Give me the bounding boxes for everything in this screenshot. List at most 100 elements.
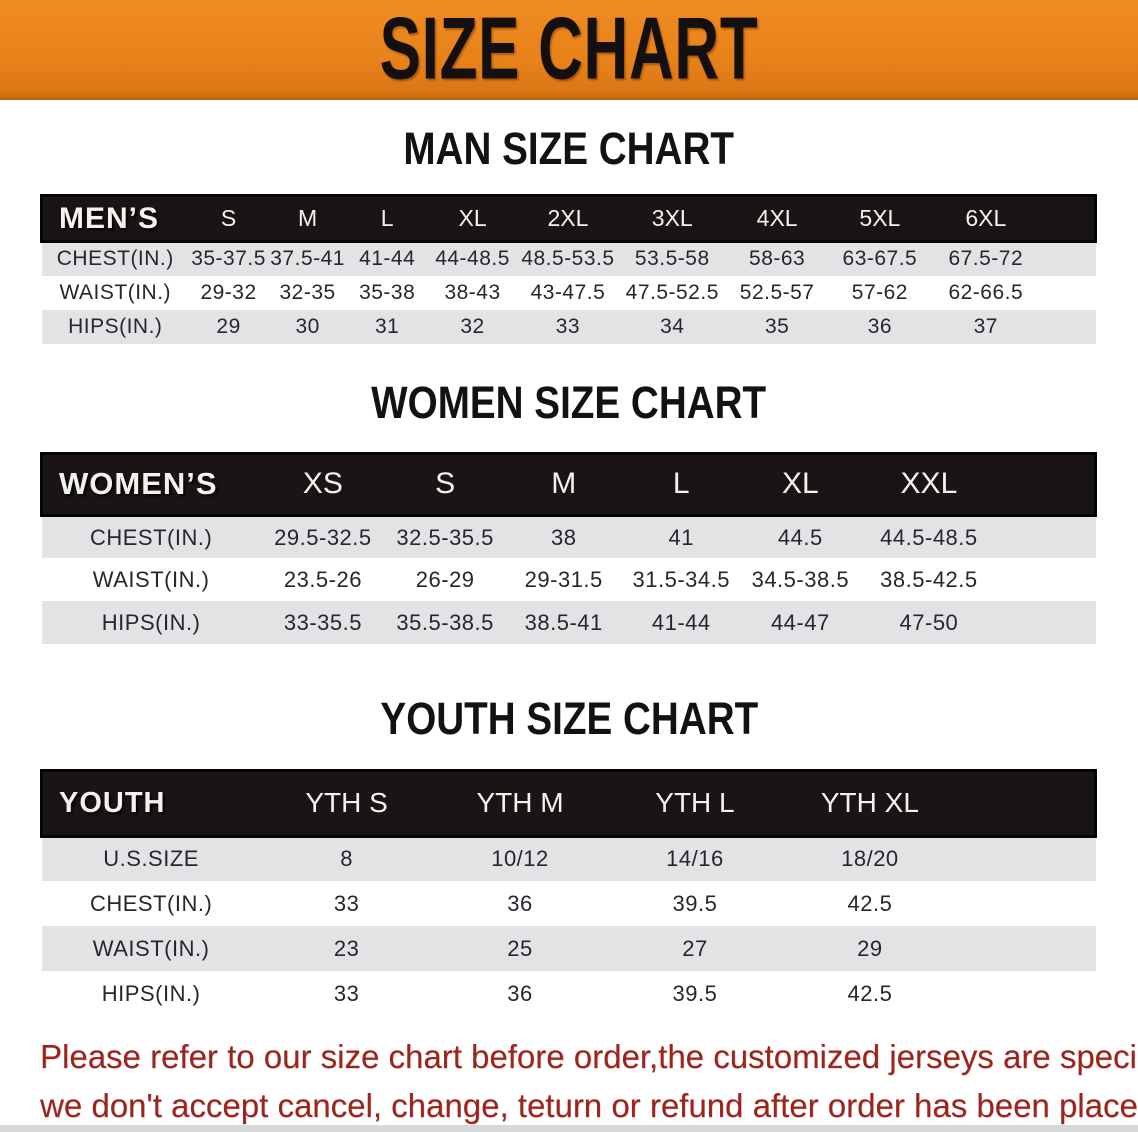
row-label: WAIST(IN.): [41, 275, 190, 310]
size-cell: 38.5-41: [505, 601, 623, 645]
youth-header-filler: [957, 768, 1098, 838]
filler-cell: [957, 971, 1096, 1017]
size-cell: 36: [432, 881, 608, 927]
youth-section-heading: YOUTH SIZE CHART: [0, 694, 1138, 744]
filler-cell: [997, 558, 1096, 602]
size-cell: 31: [347, 309, 428, 344]
size-cell: 25: [432, 926, 608, 972]
size-cell: 44.5-48.5: [860, 515, 998, 559]
size-cell: 29-32: [189, 275, 269, 310]
mens-size-header: 4XL: [726, 194, 828, 244]
man-section-heading-text: MAN SIZE CHART: [403, 123, 735, 174]
size-cell: 33: [260, 881, 433, 927]
disclaimer-line-1: Please refer to our size chart before or…: [40, 1038, 1138, 1076]
row-label: HIPS(IN.): [41, 601, 261, 645]
table-row: HIPS(IN.) 33 36 39.5 42.5: [41, 971, 1096, 1017]
mens-size-header: 5XL: [827, 194, 933, 244]
size-cell: 48.5-53.5: [517, 241, 618, 276]
disclaimer: Please refer to our size chart before or…: [0, 1016, 1138, 1130]
filler-cell: [957, 926, 1096, 972]
size-cell: 52.5-57: [726, 275, 828, 310]
mens-size-header: XL: [427, 194, 518, 244]
women-section-heading-text: WOMEN SIZE CHART: [371, 376, 767, 428]
filler-cell: [957, 881, 1096, 927]
size-cell: 29-31.5: [505, 558, 623, 602]
banner-title: SIZE CHART: [379, 0, 759, 98]
row-label: CHEST(IN.): [41, 241, 190, 276]
size-cell: 35-37.5: [189, 241, 269, 276]
size-cell: 23: [260, 926, 433, 972]
size-cell: 47-50: [860, 601, 998, 645]
size-cell: 34.5-38.5: [740, 558, 861, 602]
mens-size-header: 2XL: [517, 194, 618, 244]
womens-size-header: XL: [740, 451, 861, 517]
size-cell: 10/12: [432, 836, 608, 882]
size-cell: 67.5-72: [932, 241, 1040, 276]
size-cell: 30: [268, 309, 348, 344]
row-label: HIPS(IN.): [41, 971, 261, 1017]
row-label: WAIST(IN.): [41, 926, 261, 972]
womens-size-header: XS: [260, 451, 386, 517]
size-cell: 58-63: [726, 241, 828, 276]
man-section-heading: MAN SIZE CHART: [0, 123, 1138, 174]
row-label: WAIST(IN.): [41, 558, 261, 602]
mens-size-header: 3XL: [618, 194, 727, 244]
size-cell: 38: [505, 515, 623, 559]
size-cell: 31.5-34.5: [622, 558, 741, 602]
size-cell: 41: [622, 515, 741, 559]
size-cell: 42.5: [782, 971, 958, 1017]
filler-cell: [997, 515, 1096, 559]
size-cell: 32: [427, 309, 518, 344]
youth-header-row: YOUTH YTH S YTH M YTH L YTH XL: [39, 768, 1098, 838]
size-cell: 37: [932, 309, 1040, 344]
size-cell: 29: [782, 926, 958, 972]
womens-size-header: M: [505, 451, 623, 517]
size-cell: 29: [189, 309, 269, 344]
youth-size-table: YOUTH YTH S YTH M YTH L YTH XL U.S.SIZE …: [39, 768, 1098, 1017]
filler-cell: [1039, 275, 1096, 310]
size-cell: 18/20: [782, 836, 958, 882]
filler-cell: [1039, 241, 1096, 276]
size-cell: 8: [260, 836, 433, 882]
size-cell: 44-48.5: [427, 241, 518, 276]
size-cell: 14/16: [607, 836, 783, 882]
size-cell: 53.5-58: [618, 241, 727, 276]
women-section-heading: WOMEN SIZE CHART: [0, 376, 1138, 428]
womens-size-header: S: [385, 451, 506, 517]
size-cell: 23.5-26: [260, 558, 386, 602]
youth-size-header: YTH L: [607, 768, 783, 838]
size-cell: 43-47.5: [517, 275, 618, 310]
table-row: CHEST(IN.) 33 36 39.5 42.5: [41, 881, 1096, 927]
mens-header-row: MEN’S S M L XL 2XL 3XL 4XL 5XL 6XL: [40, 194, 1097, 244]
youth-corner-label: YOUTH: [39, 768, 261, 838]
size-cell: 36: [827, 309, 933, 344]
size-cell: 33: [517, 309, 618, 344]
row-label: HIPS(IN.): [41, 309, 190, 344]
mens-size-table: MEN’S S M L XL 2XL 3XL 4XL 5XL 6XL CHEST…: [40, 194, 1097, 344]
mens-header-filler: [1039, 194, 1097, 244]
womens-header-row: WOMEN’S XS S M L XL XXL: [39, 451, 1098, 517]
size-cell: 41-44: [622, 601, 741, 645]
size-cell: 38.5-42.5: [860, 558, 998, 602]
size-cell: 35.5-38.5: [385, 601, 506, 645]
mens-corner-label: MEN’S: [40, 194, 190, 244]
womens-corner-label: WOMEN’S: [39, 451, 261, 517]
youth-size-header: YTH M: [432, 768, 608, 838]
size-cell: 57-62: [827, 275, 933, 310]
disclaimer-line-2: we don't accept cancel, change, teturn o…: [40, 1087, 1138, 1125]
womens-size-header: L: [622, 451, 741, 517]
size-cell: 33-35.5: [260, 601, 386, 645]
table-row: HIPS(IN.) 29 30 31 32 33 34 35 36 37: [41, 309, 1096, 344]
table-row: WAIST(IN.) 23.5-26 26-29 29-31.5 31.5-34…: [41, 558, 1096, 602]
table-row: HIPS(IN.) 33-35.5 35.5-38.5 38.5-41 41-4…: [41, 601, 1096, 645]
size-cell: 33: [260, 971, 433, 1017]
womens-header-filler: [997, 451, 1098, 517]
filler-cell: [957, 836, 1096, 882]
size-cell: 32.5-35.5: [385, 515, 506, 559]
table-row: WAIST(IN.) 23 25 27 29: [41, 926, 1096, 972]
filler-cell: [997, 601, 1096, 645]
womens-size-table: WOMEN’S XS S M L XL XXL CHEST(IN.) 29.5-…: [39, 451, 1098, 645]
row-label: CHEST(IN.): [41, 881, 261, 927]
size-cell: 34: [618, 309, 727, 344]
size-cell: 47.5-52.5: [618, 275, 727, 310]
